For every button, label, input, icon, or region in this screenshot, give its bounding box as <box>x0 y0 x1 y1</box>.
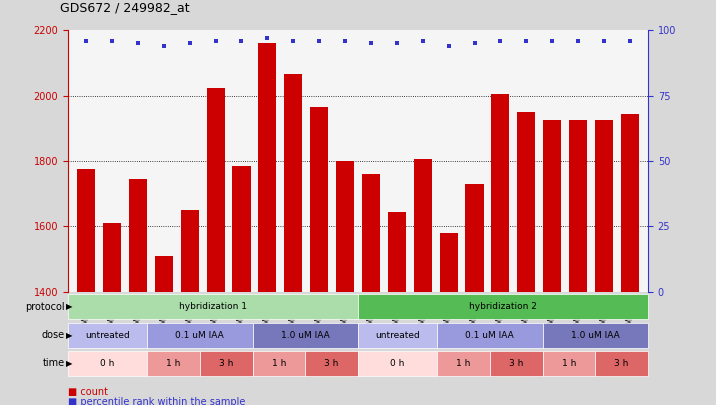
Bar <box>147 351 200 376</box>
Bar <box>129 179 147 292</box>
Bar <box>437 322 543 348</box>
Point <box>599 38 610 44</box>
Text: GDS672 / 249982_at: GDS672 / 249982_at <box>60 1 190 14</box>
Text: 0.1 uM IAA: 0.1 uM IAA <box>175 330 224 340</box>
Text: 1 h: 1 h <box>166 359 180 368</box>
Point <box>365 40 377 47</box>
Point <box>158 43 170 49</box>
Bar <box>358 294 648 320</box>
Bar <box>437 351 490 376</box>
Bar <box>233 166 251 292</box>
Text: ▶: ▶ <box>66 359 72 368</box>
Bar <box>200 351 253 376</box>
Bar <box>440 233 458 292</box>
Bar <box>68 294 358 320</box>
Bar <box>414 159 432 292</box>
Bar <box>305 351 358 376</box>
Text: 3 h: 3 h <box>219 359 233 368</box>
Text: ▶: ▶ <box>66 302 72 311</box>
Bar <box>336 161 354 292</box>
Bar <box>155 256 173 292</box>
Point <box>469 40 480 47</box>
Bar <box>569 120 587 292</box>
Text: 1 h: 1 h <box>562 359 576 368</box>
Bar <box>284 75 302 292</box>
Text: ■ count: ■ count <box>68 387 108 397</box>
Bar <box>253 322 358 348</box>
Text: 3 h: 3 h <box>324 359 339 368</box>
Bar <box>543 351 595 376</box>
Point <box>339 38 351 44</box>
Bar <box>103 223 121 292</box>
Text: 3 h: 3 h <box>614 359 629 368</box>
Bar <box>358 351 437 376</box>
Bar <box>465 184 483 292</box>
Point <box>417 38 428 44</box>
Bar <box>388 211 406 292</box>
Bar <box>490 351 543 376</box>
Text: 1.0 uM IAA: 1.0 uM IAA <box>571 330 619 340</box>
Text: untreated: untreated <box>85 330 130 340</box>
Bar <box>491 94 510 292</box>
Point <box>261 35 273 41</box>
Point <box>314 38 325 44</box>
Text: ▶: ▶ <box>66 330 72 340</box>
Point <box>624 38 636 44</box>
Text: 1 h: 1 h <box>272 359 286 368</box>
Point <box>80 38 92 44</box>
Bar <box>362 174 380 292</box>
Text: 0 h: 0 h <box>390 359 405 368</box>
Text: protocol: protocol <box>25 302 64 312</box>
Text: 0.1 uM IAA: 0.1 uM IAA <box>465 330 514 340</box>
Point <box>288 38 299 44</box>
Bar <box>543 322 648 348</box>
Point <box>495 38 506 44</box>
Text: 1 h: 1 h <box>456 359 470 368</box>
Text: 0 h: 0 h <box>100 359 115 368</box>
Point <box>572 38 584 44</box>
Bar <box>77 169 95 292</box>
Point <box>443 43 455 49</box>
Bar <box>253 351 305 376</box>
Bar <box>68 351 147 376</box>
Point <box>106 38 117 44</box>
Bar <box>206 87 225 292</box>
Text: ■ percentile rank within the sample: ■ percentile rank within the sample <box>68 397 246 405</box>
Bar <box>595 120 613 292</box>
Bar <box>68 322 147 348</box>
Point <box>521 38 532 44</box>
Point <box>391 40 402 47</box>
Bar <box>358 322 437 348</box>
Text: hybridization 1: hybridization 1 <box>179 302 247 311</box>
Bar <box>310 107 328 292</box>
Text: 3 h: 3 h <box>509 359 523 368</box>
Bar <box>258 43 276 292</box>
Bar <box>517 112 536 292</box>
Point <box>132 40 144 47</box>
Point <box>210 38 221 44</box>
Text: 1.0 uM IAA: 1.0 uM IAA <box>281 330 329 340</box>
Bar <box>543 120 561 292</box>
Text: time: time <box>42 358 64 369</box>
Bar <box>621 114 639 292</box>
Text: dose: dose <box>42 330 64 340</box>
Text: untreated: untreated <box>375 330 420 340</box>
Bar <box>147 322 253 348</box>
Bar <box>180 210 199 292</box>
Point <box>236 38 247 44</box>
Point <box>184 40 195 47</box>
Bar <box>595 351 648 376</box>
Text: hybridization 2: hybridization 2 <box>469 302 537 311</box>
Point <box>546 38 558 44</box>
